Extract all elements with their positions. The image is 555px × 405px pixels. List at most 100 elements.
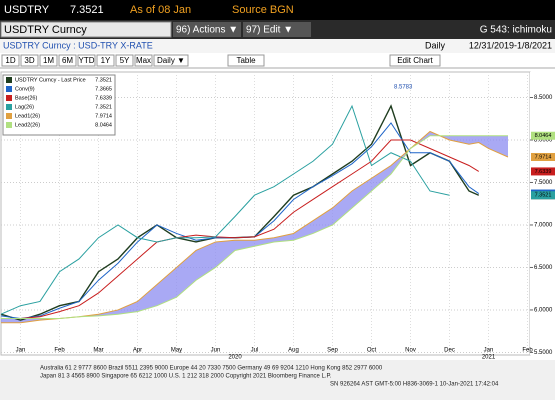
range-button-box[interactable] [39, 54, 58, 67]
top-bar [0, 0, 555, 20]
actions-button[interactable] [173, 22, 241, 37]
x-tick-label: Apr [133, 348, 142, 354]
y-tick-label: 8.5000 [534, 95, 553, 101]
range-button[interactable]: YTD [79, 56, 95, 65]
table-button-box[interactable] [227, 54, 265, 67]
legend-name: Lag(26) [15, 104, 34, 110]
legend-swatch [6, 86, 12, 92]
period-select-box[interactable] [153, 54, 189, 67]
y-tick-label: 7.5000 [534, 180, 553, 186]
legend: USDTRY Curncy - Last Price 7.3521 Conv(9) 7… [2, 74, 116, 136]
range-button[interactable]: 3D [24, 56, 34, 65]
value-tag-label: 7.6339 [535, 169, 552, 175]
legend-swatch [6, 113, 12, 119]
legend-value: 7.3521 [95, 104, 112, 110]
edit-chart-button[interactable]: Edit Chart [397, 56, 433, 65]
series-line [1, 135, 508, 319]
legend-value: 7.9714 [95, 113, 112, 119]
range-button-box[interactable] [77, 54, 96, 67]
footer-bg [0, 360, 555, 400]
x-tick-label: Mar [93, 348, 103, 354]
legend-swatch [6, 104, 12, 110]
range: 12/31/2019-1/8/2021 [469, 40, 552, 50]
value-tag-label: 7.3521 [535, 193, 552, 199]
series-line [1, 139, 480, 319]
x-tick-label: Sep [327, 348, 338, 354]
page-code: G 543: ichimoku [480, 25, 552, 36]
value-tag [531, 191, 555, 200]
actions[interactable]: 96) Actions ▼ [176, 25, 238, 36]
legend-box [2, 74, 116, 136]
year-label: 2021 [482, 355, 496, 361]
as-of: As of 08 Jan [130, 4, 191, 16]
legend-value: 7.3665 [95, 86, 112, 92]
legend-name: Conv(9) [15, 86, 35, 92]
edit[interactable]: 97) Edit ▼ [246, 25, 293, 36]
y-tick-label: 8.0000 [534, 138, 553, 144]
footer-line: SN 926264 AST GMT-5:00 H836-3069-1 10-Ja… [330, 382, 499, 388]
range-button[interactable]: 5Y [120, 56, 130, 65]
legend-name: USDTRY Curncy - Last Price [15, 77, 86, 83]
range-button-box[interactable] [96, 54, 115, 67]
x-tick-label: Feb [522, 348, 533, 354]
table-button[interactable]: Table [236, 56, 256, 65]
axis-area [530, 72, 555, 355]
value-tag-label: 7.9714 [535, 154, 552, 160]
range-button[interactable]: 6M [62, 56, 73, 65]
value-tag [531, 131, 555, 140]
edit-chart-button-box[interactable] [389, 54, 441, 67]
value-tag [531, 167, 555, 176]
legend-name: Lead2(26) [15, 122, 40, 128]
ichimoku-cloud [1, 131, 508, 323]
value-tag [531, 152, 555, 161]
y-tick-label: 6.0000 [534, 308, 553, 314]
legend-swatch [6, 95, 12, 101]
edit-button[interactable] [243, 22, 311, 37]
legend-value: 7.3521 [95, 77, 112, 83]
annotation: 8.5783 [394, 84, 413, 90]
x-tick-label: Jan [16, 348, 26, 354]
footer-line: Japan 81 3 4565 8900 Singapore 65 6212 1… [40, 374, 332, 380]
source: Source BGN [232, 4, 294, 16]
x-tick-label: Nov [405, 348, 416, 354]
range-button-box[interactable] [58, 54, 77, 67]
range-button[interactable]: 1M [43, 56, 54, 65]
price: 7.3521 [70, 4, 104, 16]
x-tick-label: Jul [251, 348, 259, 354]
series-line [0, 104, 450, 315]
info-bar [0, 39, 555, 53]
x-tick-label: May [171, 348, 182, 354]
x-tick-label: Oct [367, 348, 377, 354]
y-tick-label: 5.5000 [534, 350, 553, 356]
security-box[interactable] [0, 21, 172, 38]
legend-value: 7.6339 [95, 95, 112, 101]
range-button-box[interactable] [20, 54, 39, 67]
x-tick-label: Dec [444, 348, 455, 354]
description: USDTRY Curncy : USD-TRY X-RATE [3, 40, 153, 50]
range-button[interactable]: 1D [5, 56, 15, 65]
period-select[interactable]: Daily ▼ [157, 56, 185, 65]
x-tick-label: Jun [211, 348, 221, 354]
legend-swatch [6, 77, 12, 83]
range-button-box[interactable] [134, 54, 153, 67]
range-button[interactable]: 1Y [101, 56, 111, 65]
y-tick-label: 6.5000 [534, 265, 553, 271]
range-button-box[interactable] [1, 54, 20, 67]
range-button[interactable]: Max [136, 56, 151, 65]
frequency: Daily [425, 40, 446, 50]
value-tag-label: 8.0464 [535, 133, 552, 139]
y-tick-label: 7.0000 [534, 223, 553, 229]
legend-swatch [6, 122, 12, 128]
x-tick-label: Jan [484, 348, 494, 354]
range-button-box[interactable] [115, 54, 134, 67]
ticker: USDTRY [4, 4, 50, 16]
x-tick-label: Feb [54, 348, 65, 354]
footer-line: Australia 61 2 9777 8600 Brazil 5511 239… [40, 366, 383, 372]
legend-name: Lead1(26) [15, 113, 40, 119]
x-tick-label: Aug [288, 348, 299, 354]
legend-name: Base(26) [15, 95, 37, 101]
security[interactable]: USDTRY Curncy [4, 24, 87, 36]
legend-value: 8.0464 [95, 122, 112, 128]
